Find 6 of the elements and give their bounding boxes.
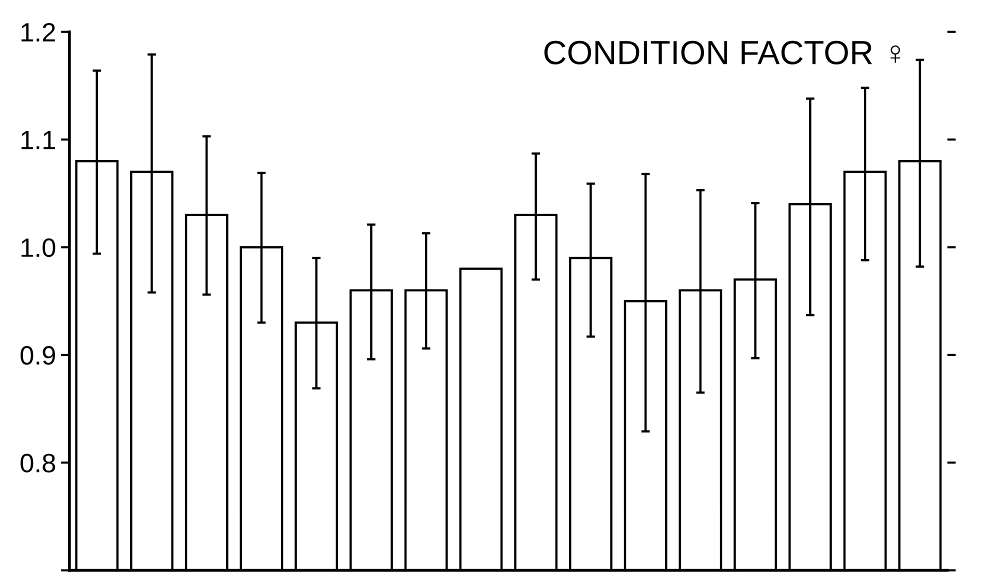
- y-tick-label: 0.8: [20, 454, 56, 472]
- y-tick-label: 1.0: [22, 238, 56, 258]
- chart-title: CONDITION FACTOR ♀: [544, 40, 900, 64]
- y-tick-label: 0.9: [20, 346, 55, 365]
- y-tick-label: 1.1: [22, 130, 55, 150]
- y-tick-label: 1.2: [22, 22, 55, 42]
